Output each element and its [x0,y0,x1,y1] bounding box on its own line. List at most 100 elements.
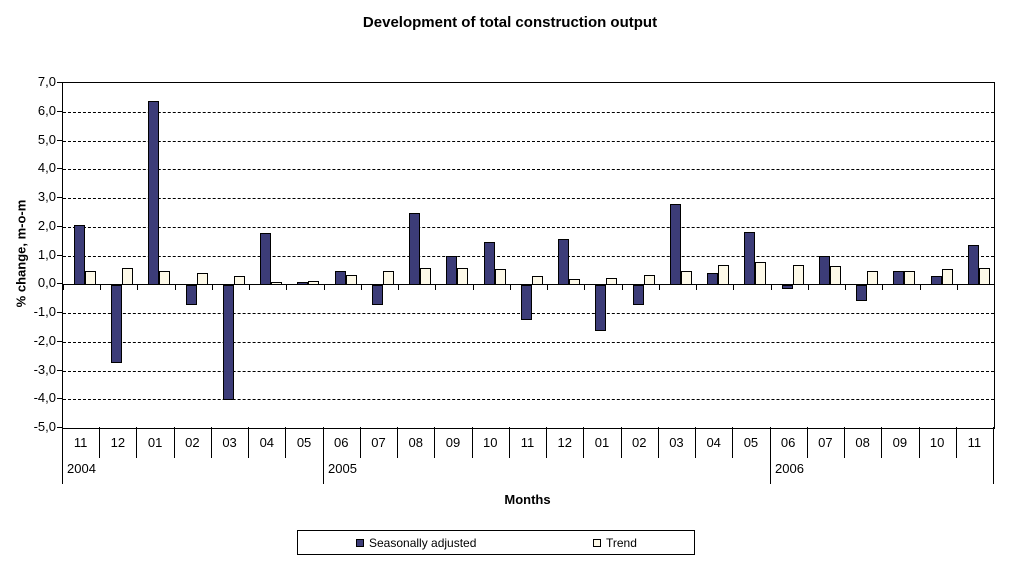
bar-seasonally-adjusted [931,276,942,285]
bar-trend [644,275,655,285]
legend-item-trend: Trend [593,531,637,554]
category-tick [622,285,623,290]
month-divider [695,427,696,458]
bar-seasonally-adjusted [409,213,420,285]
month-label: 06 [334,435,349,450]
bar-trend [420,268,431,285]
bar-seasonally-adjusted [372,285,383,305]
y-tick-label: 1,0 [37,247,56,262]
month-divider [881,427,882,458]
y-tick-label: 4,0 [37,160,56,175]
bar-trend [457,268,468,285]
month-divider [434,427,435,458]
bar-seasonally-adjusted [297,282,308,285]
bar-trend [197,273,208,285]
month-divider [62,427,63,458]
category-tick [994,285,995,290]
y-tick-label: -3,0 [33,362,56,377]
bar-trend [234,276,245,285]
month-divider [919,427,920,458]
month-divider [174,427,175,458]
category-tick [324,285,325,290]
bar-trend [755,262,766,285]
month-divider [323,427,324,458]
gridline [63,342,994,343]
legend-item-seasonally-adjusted: Seasonally adjusted [356,531,476,554]
category-tick [882,285,883,290]
gridline [63,399,994,400]
month-divider [285,427,286,458]
month-divider [546,427,547,458]
plot-area [62,82,995,429]
y-tick-label: -2,0 [33,333,56,348]
month-label: 01 [594,435,610,450]
y-tick-label: 2,0 [37,218,56,233]
month-divider [248,427,249,458]
bar-seasonally-adjusted [148,101,159,285]
category-tick [584,285,585,290]
y-tick-mark [57,168,62,169]
month-divider [99,427,100,458]
bar-seasonally-adjusted [856,285,867,301]
zero-axis-line [63,284,994,285]
month-label: 03 [669,435,684,450]
month-divider [136,427,137,458]
month-label: 03 [222,435,237,450]
bar-seasonally-adjusted [484,242,495,285]
month-divider [621,427,622,458]
seasonally-adjusted-swatch-icon [356,538,364,547]
bar-trend [606,278,617,285]
month-divider [770,427,771,458]
year-label: 2006 [775,461,804,476]
category-tick [473,285,474,290]
category-tick [435,285,436,290]
y-tick-label: 0,0 [37,275,56,290]
legend-label: Seasonally adjusted [369,535,477,550]
month-divider [397,427,398,458]
bar-trend [271,282,282,285]
legend: Seasonally adjusted Trend [297,530,695,555]
month-divider [956,427,957,458]
bar-seasonally-adjusted [335,271,346,285]
bar-trend [718,265,729,285]
month-divider [844,427,845,458]
bar-seasonally-adjusted [819,256,830,285]
legend-label: Trend [606,535,637,550]
month-divider [993,427,994,458]
month-label: 02 [631,435,647,450]
category-tick [286,285,287,290]
trend-swatch-icon [593,538,601,547]
bar-trend [308,281,319,285]
y-tick-mark [57,197,62,198]
bar-trend [979,268,990,285]
month-label: 04 [706,435,721,450]
bar-trend [495,269,506,285]
bar-trend [159,271,170,285]
y-tick-mark [57,341,62,342]
bar-seasonally-adjusted [74,225,85,285]
month-label: 05 [296,435,312,450]
category-tick [733,285,734,290]
month-label: 11 [520,435,535,450]
bar-seasonally-adjusted [558,239,569,285]
category-tick [771,285,772,290]
bar-trend [532,276,543,285]
category-tick [510,285,511,290]
year-divider [993,458,994,484]
bar-trend [904,271,915,285]
bar-trend [383,271,394,285]
year-divider [770,458,771,484]
category-tick [249,285,250,290]
category-tick [920,285,921,290]
category-tick [547,285,548,290]
bar-trend [793,265,804,285]
month-divider [732,427,733,458]
year-label: 2004 [67,461,96,476]
y-tick-mark [57,82,62,83]
chart-title: Development of total construction output [362,14,658,31]
bar-seasonally-adjusted [670,204,681,285]
y-tick-label: -5,0 [33,419,56,434]
y-tick-label: -1,0 [33,304,56,319]
month-label: 08 [855,435,870,450]
bar-trend [569,279,580,285]
